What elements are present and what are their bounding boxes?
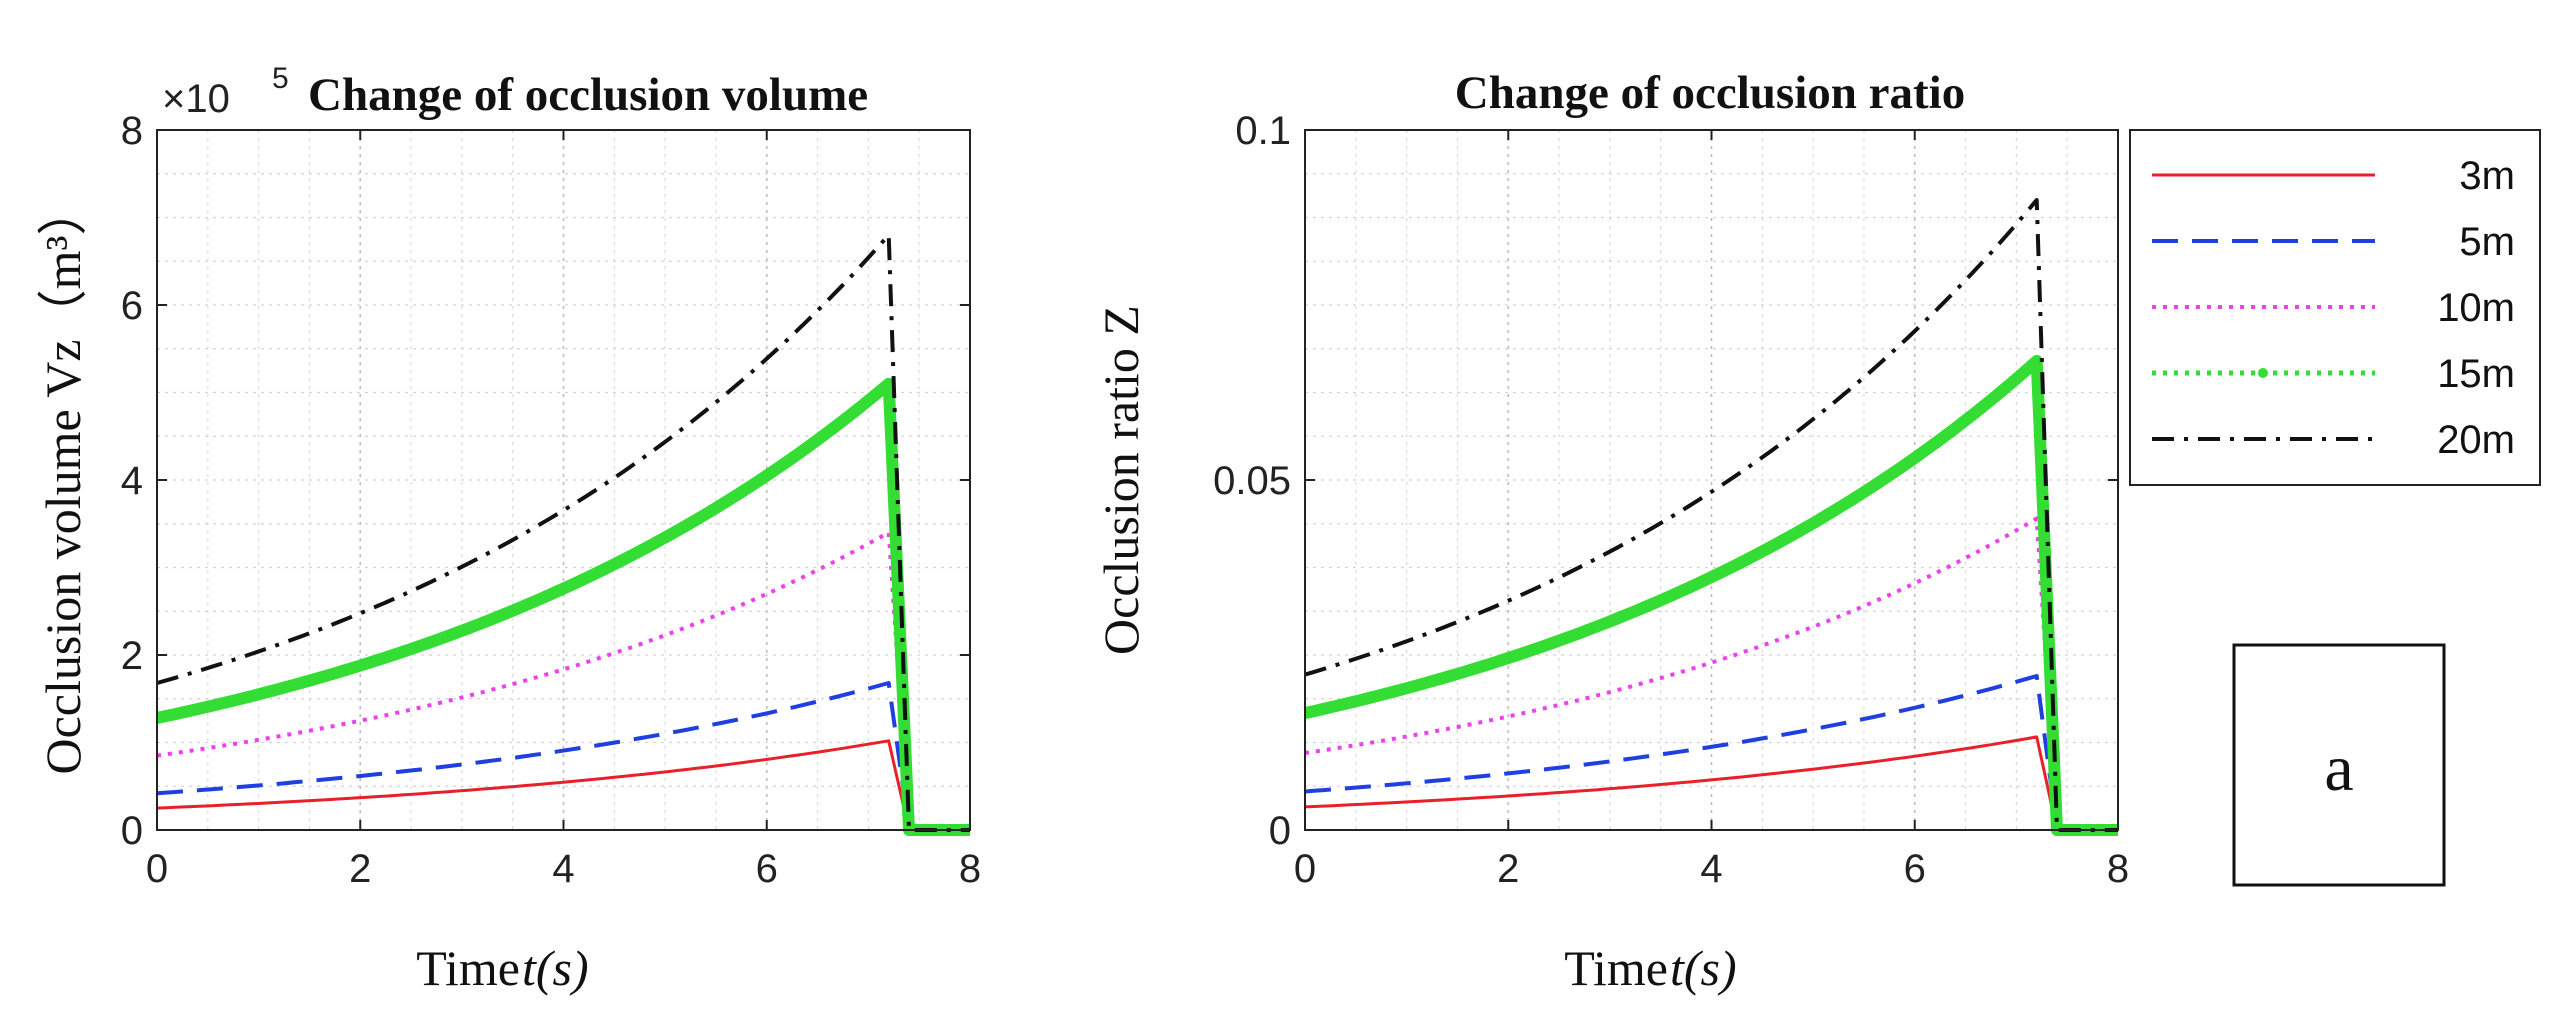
- figure-label-frame: [2232, 643, 2446, 887]
- volume-x-tick-label: 4: [552, 847, 574, 891]
- ratio-x-axis-label-prefix: Time: [1564, 940, 1668, 996]
- legend: 3m 5m 10m 15m 20m: [2129, 129, 2541, 486]
- volume-plot-background: [157, 130, 970, 830]
- ratio-y-tick-label: 0.1: [1235, 109, 1291, 153]
- volume-plot-area: 0 2 4 6 8 0 2 4 6 8: [121, 109, 981, 891]
- ratio-x-tick-label: 8: [2107, 847, 2129, 891]
- volume-x-axis-label-prefix: Time: [416, 940, 520, 996]
- volume-y-axis-label: Occlusion volume Vz（m³）: [35, 186, 91, 775]
- ratio-x-axis-label-var: t(s): [1670, 940, 1737, 996]
- ratio-y-tick-label: 0.05: [1213, 459, 1291, 503]
- ratio-x-tick-label: 2: [1497, 847, 1519, 891]
- legend-label-10m: 10m: [2437, 286, 2515, 330]
- legend-marker-15m: [2258, 368, 2268, 378]
- volume-y-tick-label: 8: [121, 109, 143, 153]
- volume-y-tick-label: 2: [121, 634, 143, 678]
- legend-label-20m: 20m: [2437, 418, 2515, 462]
- volume-y-tick-label: 4: [121, 459, 143, 503]
- legend-label-3m: 3m: [2459, 154, 2515, 198]
- ratio-x-tick-label: 0: [1294, 847, 1316, 891]
- ratio-x-tick-label: 4: [1700, 847, 1722, 891]
- volume-exponent-prefix: ×10: [162, 77, 230, 121]
- volume-y-tick-label: 6: [121, 284, 143, 328]
- ratio-chart: Change of occlusion ratio Occlusion rati…: [1093, 67, 2129, 996]
- volume-x-axis-label-var: t(s): [522, 940, 589, 996]
- volume-x-tick-label: 6: [756, 847, 778, 891]
- ratio-series-3m: [1304, 735, 2118, 832]
- volume-exponent-power: 5: [272, 62, 289, 95]
- ratio-series-10m: [1304, 516, 2118, 832]
- volume-series-3m: [156, 739, 970, 832]
- volume-x-tick-label: 8: [959, 847, 981, 891]
- volume-series-5m: [156, 681, 970, 832]
- volume-series-10m: [156, 530, 970, 832]
- ratio-series-15m: [1303, 355, 2118, 836]
- ratio-plot-area: 0 2 4 6 8 0 0.05 0.1: [1213, 109, 2129, 891]
- ratio-plot-background: [1305, 130, 2118, 830]
- volume-series-15m: [155, 377, 970, 836]
- ratio-y-axis-label: Occlusion ratio Z: [1093, 305, 1149, 655]
- ratio-x-tick-label: 6: [1904, 847, 1926, 891]
- volume-chart-title: Change of occlusion volume: [308, 69, 868, 121]
- volume-x-tick-label: 0: [146, 847, 168, 891]
- volume-chart: Change of occlusion volume ×10 5 Occlusi…: [35, 62, 981, 996]
- volume-x-tick-label: 2: [349, 847, 371, 891]
- ratio-series-5m: [1304, 674, 2118, 832]
- volume-y-tick-label: 0: [121, 809, 143, 853]
- legend-label-5m: 5m: [2459, 220, 2515, 264]
- figure-label: a: [2324, 732, 2353, 805]
- ratio-chart-title: Change of occlusion ratio: [1455, 67, 1965, 119]
- legend-label-15m: 15m: [2437, 352, 2515, 396]
- figure-label-box: a: [2232, 643, 2446, 887]
- ratio-y-tick-label: 0: [1269, 809, 1291, 853]
